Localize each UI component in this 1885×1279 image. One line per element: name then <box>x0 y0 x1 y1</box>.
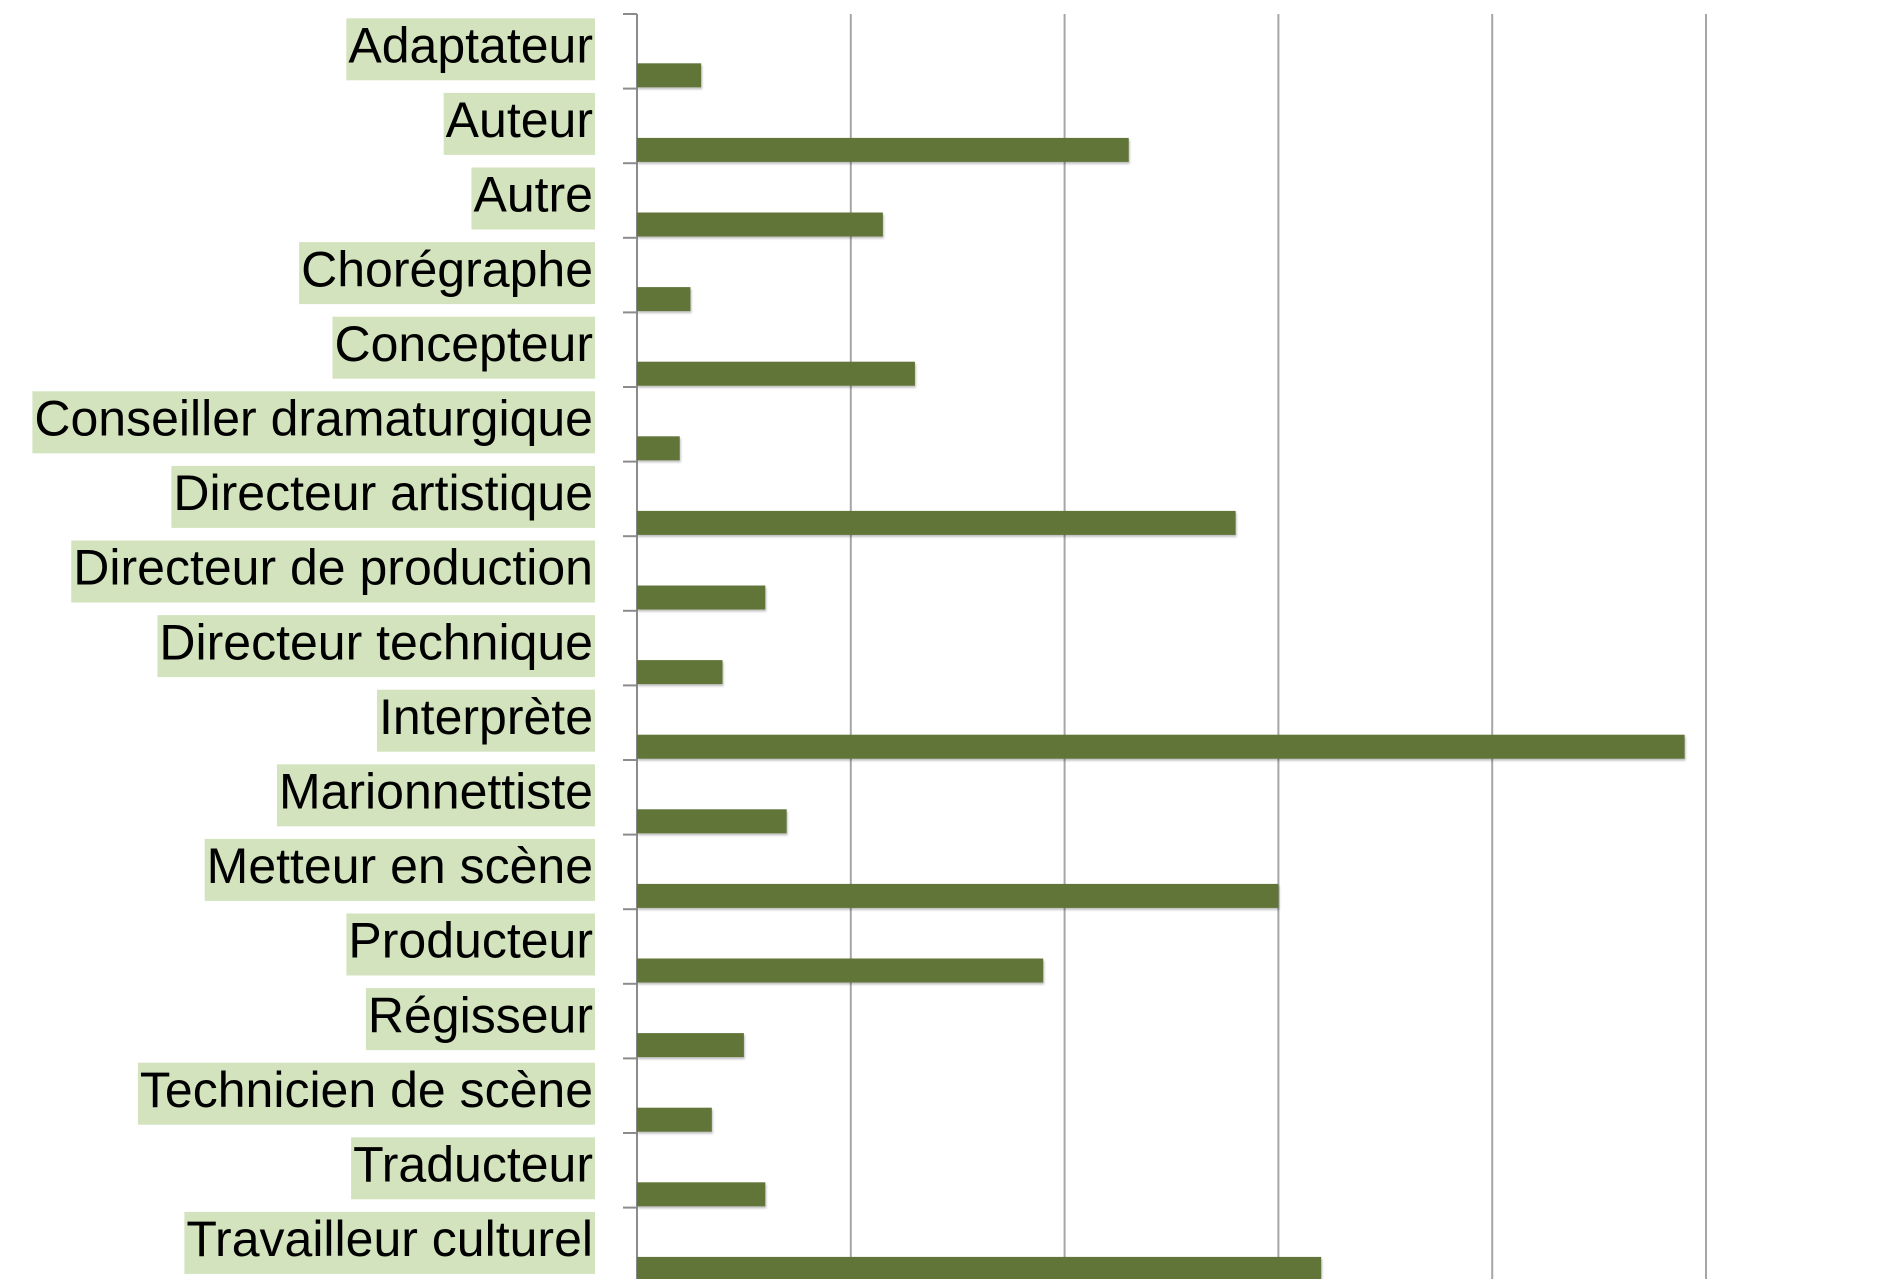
bar <box>637 1256 1322 1279</box>
category-label-group: Marionnettiste <box>276 764 595 827</box>
y-tick-label: Adaptateur <box>348 18 593 74</box>
y-tick-label: Directeur technique <box>159 614 593 670</box>
category-label-group: Interprète <box>376 689 595 752</box>
category-label-group: Régisseur <box>365 987 595 1051</box>
bar <box>637 958 1044 983</box>
label-background <box>351 1137 595 1200</box>
bar <box>637 287 691 312</box>
category-label-group: Directeur de production <box>71 540 595 603</box>
label-background <box>365 988 595 1051</box>
category-label-group: Traducteur <box>351 1137 595 1200</box>
bar <box>637 734 1685 759</box>
label-background <box>71 540 595 603</box>
category-label-group: Adaptateur <box>346 18 595 81</box>
bar <box>637 63 702 88</box>
y-tick-label: Interprète <box>379 689 593 745</box>
bar <box>637 660 723 685</box>
label-background <box>346 913 595 976</box>
y-tick-label: Traducteur <box>353 1137 593 1193</box>
label-background <box>157 615 595 678</box>
label-background <box>346 18 595 81</box>
label-background <box>204 838 595 901</box>
bar <box>637 809 787 834</box>
y-tick-label: Régisseur <box>368 987 593 1043</box>
category-label-group: Chorégraphe <box>299 241 595 305</box>
y-tick-label: Producteur <box>348 913 593 969</box>
label-background <box>184 1211 595 1274</box>
bar <box>637 1107 712 1132</box>
y-tick-label: Directeur artistique <box>173 465 593 521</box>
bar <box>637 361 915 386</box>
bar <box>637 1033 744 1058</box>
y-tick-label: Concepteur <box>335 316 594 372</box>
y-tick-label: Chorégraphe <box>301 241 593 297</box>
bar <box>637 436 680 461</box>
label-background <box>443 92 595 155</box>
bar <box>637 585 766 610</box>
label-background <box>332 316 595 379</box>
category-label-group: Technicien de scène <box>137 1062 595 1125</box>
category-label-group: Metteur en scène <box>204 838 595 901</box>
y-tick-label: Technicien de scène <box>140 1062 593 1118</box>
bar <box>637 883 1279 908</box>
label-background <box>299 242 595 305</box>
label-background <box>171 465 595 528</box>
bar <box>637 212 883 237</box>
y-tick-label: Directeur de production <box>73 540 593 596</box>
y-tick-label: Metteur en scène <box>207 838 593 894</box>
category-label-group: Concepteur <box>332 316 595 379</box>
category-label-group: Conseiller dramaturgique <box>32 391 595 454</box>
label-background <box>276 764 595 827</box>
bar <box>637 1182 766 1207</box>
category-label-group: Directeur artistique <box>171 465 595 528</box>
label-background <box>376 689 595 752</box>
label-layer: Adaptateur Auteur Autre Chorégraphe Concepte… <box>32 18 595 1274</box>
bar <box>637 137 1129 162</box>
category-label-group: Autre <box>471 167 595 230</box>
category-label-group: Producteur <box>346 913 595 976</box>
y-tick-label: Conseiller dramaturgique <box>34 391 593 447</box>
label-background <box>471 167 595 230</box>
category-label-group: Auteur <box>443 92 595 155</box>
y-tick-label: Marionnettiste <box>279 764 593 820</box>
y-tick-label: Auteur <box>446 92 593 148</box>
y-tick-label: Travailleur culturel <box>186 1211 593 1267</box>
y-tick-label: Autre <box>473 167 593 223</box>
label-background <box>32 391 595 454</box>
category-label-group: Travailleur culturel <box>184 1211 595 1274</box>
label-background <box>137 1062 595 1125</box>
category-label-group: Directeur technique <box>157 614 595 678</box>
bar <box>637 510 1236 535</box>
